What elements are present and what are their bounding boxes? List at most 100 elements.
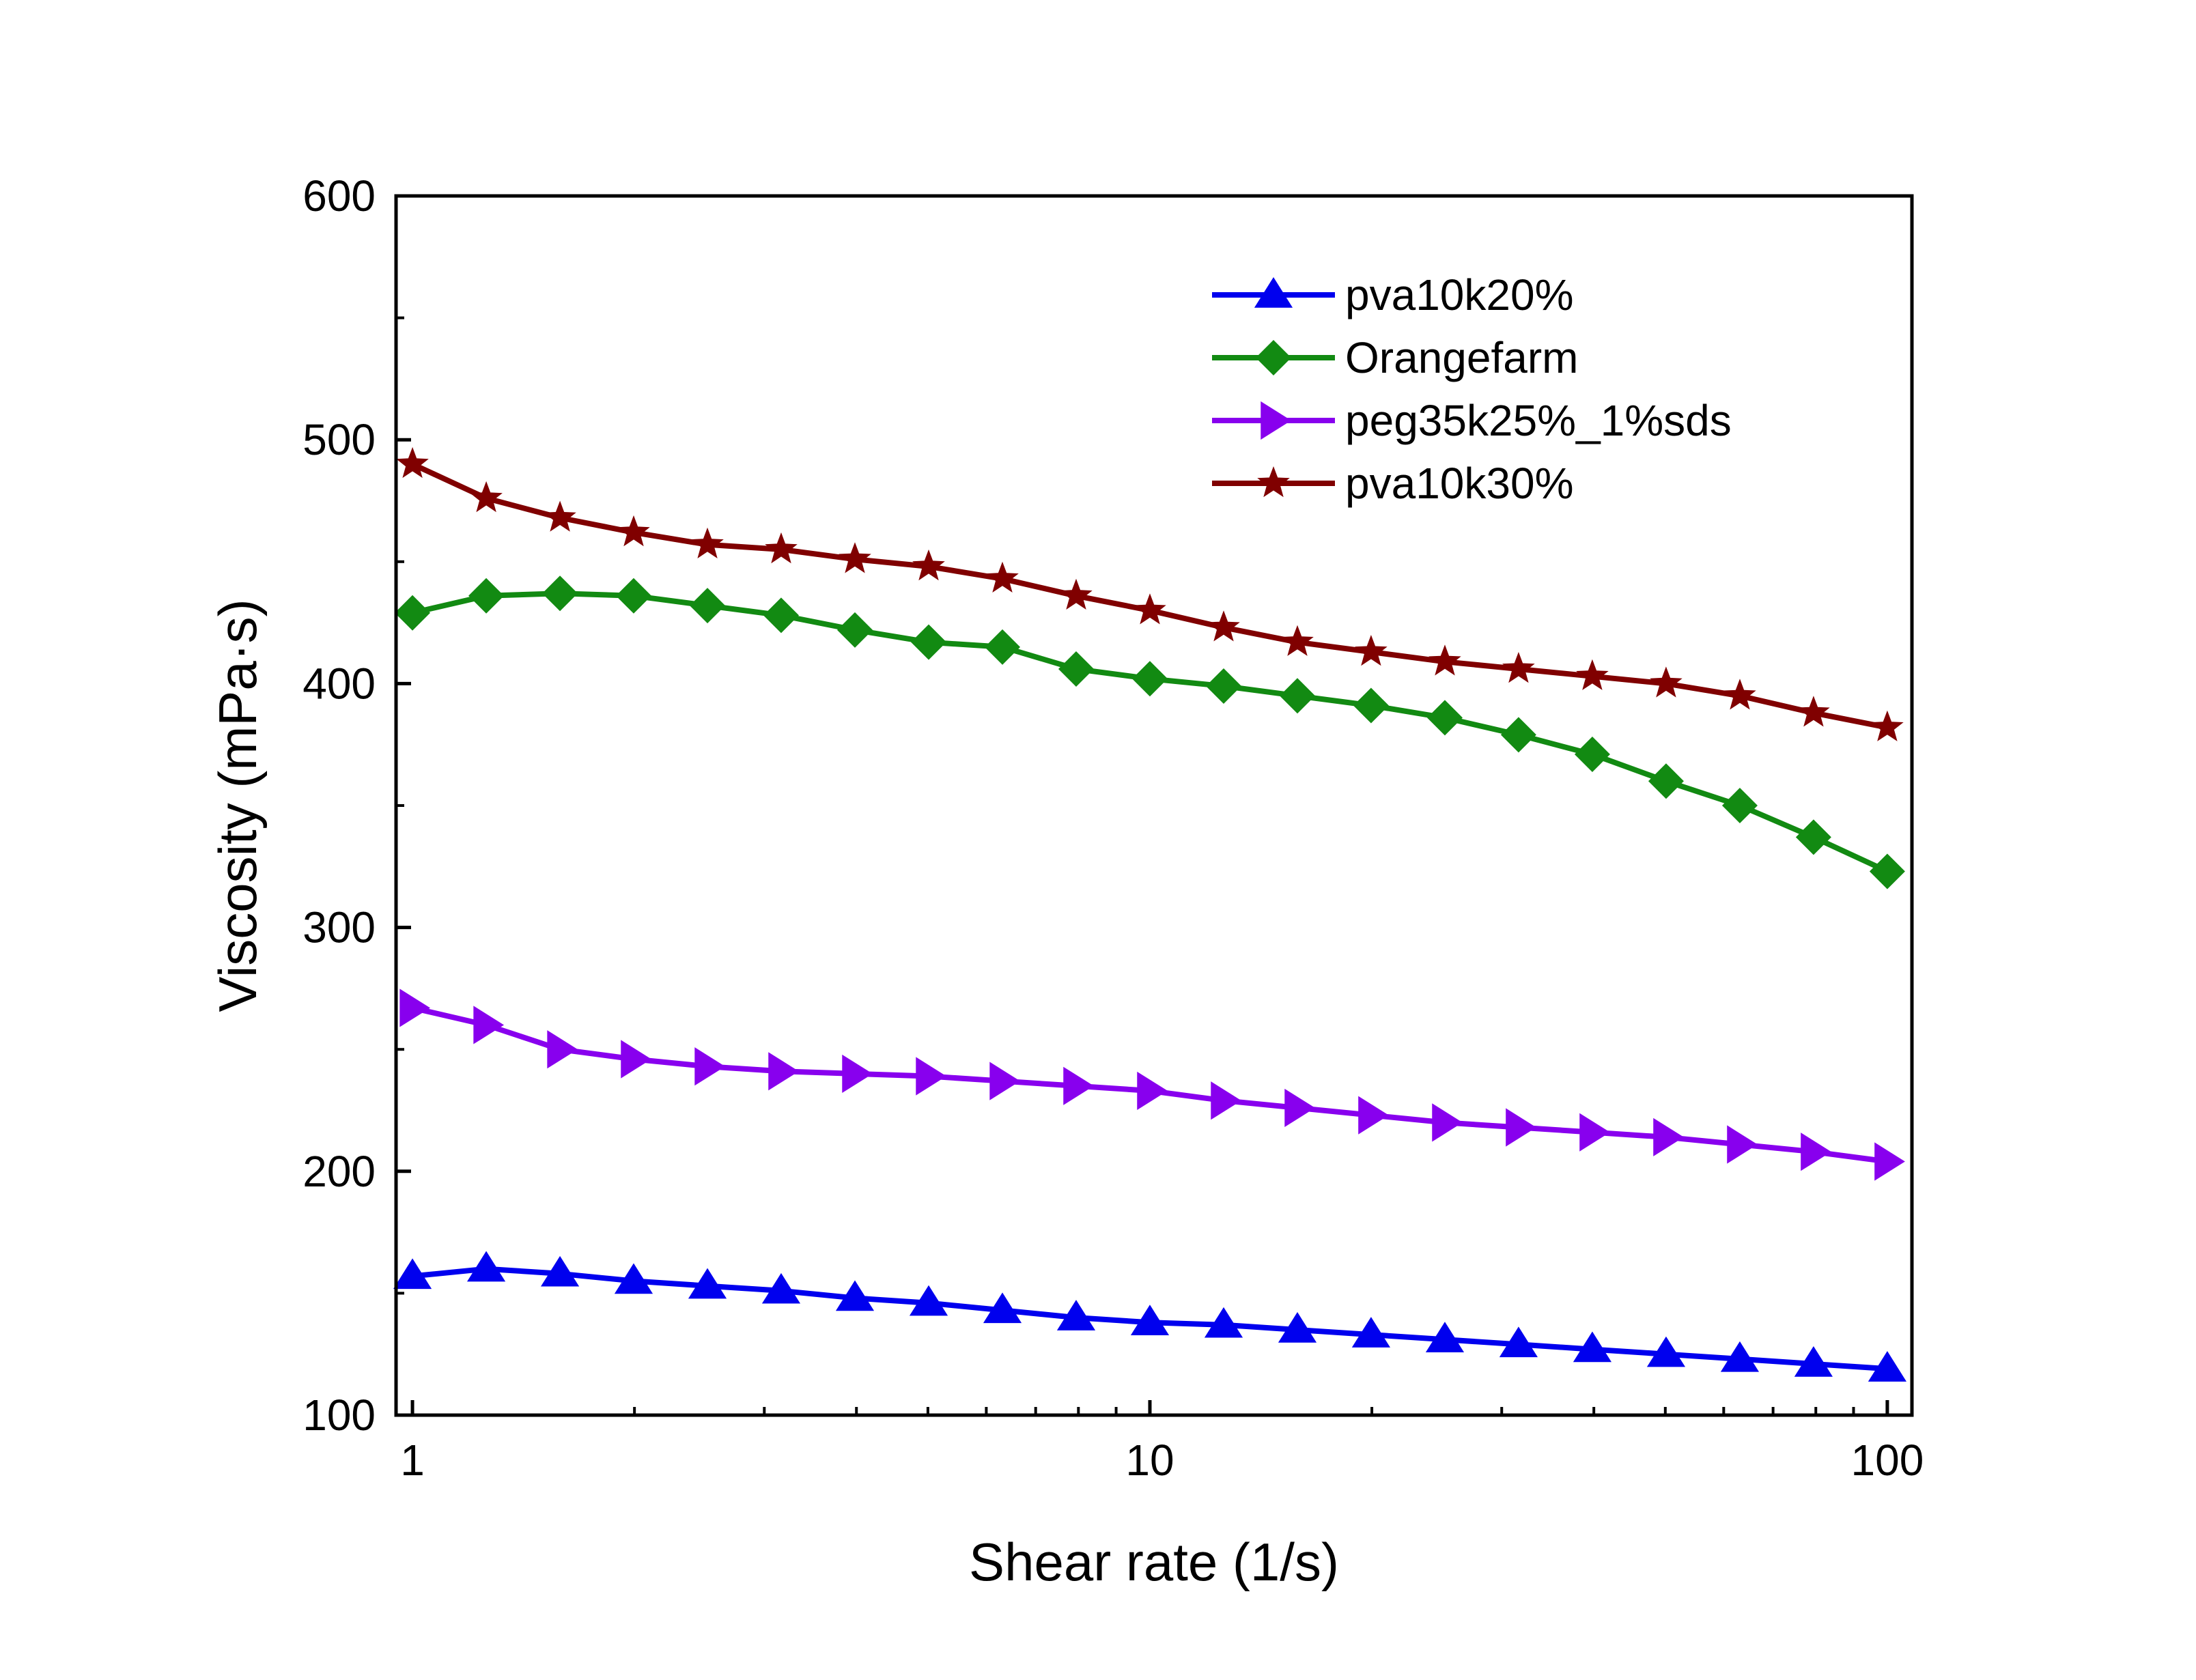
legend-label: pva10k30% — [1345, 459, 1573, 508]
data-point — [1284, 1088, 1315, 1128]
series-pva10k30% — [396, 446, 1904, 741]
data-point — [839, 542, 871, 573]
data-point — [614, 1263, 653, 1294]
data-point — [396, 446, 429, 479]
data-point — [912, 549, 945, 581]
series-Orangefarm — [395, 575, 1905, 889]
y-tick-label: 600 — [302, 171, 376, 220]
y-tick-label: 300 — [302, 903, 376, 952]
data-point — [1874, 1142, 1905, 1181]
plot-area — [393, 446, 1906, 1382]
data-point — [544, 500, 576, 532]
data-point — [1499, 1326, 1538, 1358]
data-point — [1428, 644, 1461, 676]
legend-marker — [1254, 277, 1293, 308]
legend-marker — [1261, 401, 1291, 440]
data-point — [1797, 696, 1830, 727]
data-point — [1794, 1346, 1833, 1377]
data-point — [909, 1285, 948, 1316]
data-point — [694, 1047, 726, 1086]
data-point — [1063, 1066, 1094, 1105]
data-point — [1574, 736, 1610, 772]
data-point — [1207, 610, 1240, 642]
data-point — [1206, 668, 1242, 704]
data-point — [1211, 1081, 1242, 1120]
data-point — [615, 578, 651, 614]
data-point — [1869, 853, 1905, 889]
data-point — [470, 481, 503, 513]
data-point — [1573, 1331, 1612, 1363]
data-point — [765, 532, 798, 564]
data-point — [1653, 1117, 1684, 1156]
data-point — [1056, 1300, 1096, 1330]
data-point — [1134, 593, 1166, 625]
data-point — [1426, 700, 1463, 736]
data-point — [1355, 635, 1388, 666]
data-point — [691, 527, 724, 558]
x-tick-label: 10 — [1125, 1436, 1174, 1485]
data-point — [1579, 1113, 1610, 1152]
data-point — [1506, 1108, 1536, 1147]
y-tick-label: 500 — [302, 415, 376, 464]
data-point — [395, 595, 431, 631]
legend-entry: peg35k25%_1%sds — [1212, 396, 1732, 445]
legend-entry: Orangefarm — [1212, 333, 1578, 382]
data-point — [466, 1251, 506, 1282]
data-point — [690, 588, 726, 624]
data-point — [393, 1258, 432, 1290]
data-point — [542, 575, 578, 612]
data-point — [1648, 763, 1684, 799]
data-point — [989, 1062, 1021, 1100]
series-pva10k20% — [393, 1251, 1906, 1382]
data-point — [1351, 1317, 1390, 1348]
data-point — [835, 1280, 875, 1311]
data-point — [842, 1054, 873, 1093]
data-point — [911, 624, 947, 660]
legend: pva10k20% Orangefarm peg35k25%_1%sds pva10k… — [1212, 270, 1732, 508]
data-point — [540, 1255, 580, 1287]
data-point — [621, 1040, 651, 1079]
data-point — [985, 629, 1021, 665]
legend-marker — [1257, 466, 1290, 498]
data-point — [1358, 1096, 1389, 1135]
y-axis-title: Viscosity (mPa·s) — [208, 599, 268, 1012]
data-point — [617, 515, 650, 547]
data-point — [1278, 1311, 1317, 1343]
data-point — [1576, 659, 1609, 690]
data-point — [1131, 661, 1168, 697]
data-point — [1871, 710, 1904, 741]
data-point — [1723, 679, 1756, 710]
data-point — [1502, 652, 1535, 683]
data-point — [1279, 678, 1315, 714]
data-point — [1801, 1133, 1831, 1171]
data-point — [1204, 1307, 1243, 1338]
axes: 100 200 300 400 500 600 1 10 100 — [302, 171, 1924, 1485]
y-tick-label: 100 — [302, 1391, 376, 1440]
data-point — [761, 1272, 801, 1304]
legend-entry: pva10k20% — [1212, 270, 1573, 319]
data-point — [1868, 1351, 1906, 1382]
data-point — [1058, 651, 1094, 687]
legend-label: peg35k25%_1%sds — [1345, 396, 1732, 445]
y-tick-label: 200 — [302, 1147, 376, 1196]
data-point — [1721, 788, 1758, 823]
plot-frame — [394, 194, 1914, 1417]
series-line — [412, 590, 1889, 874]
data-point — [1425, 1322, 1465, 1352]
data-point — [768, 1052, 799, 1091]
data-point — [1130, 1305, 1170, 1335]
data-point — [399, 988, 431, 1027]
data-point — [1500, 717, 1536, 753]
y-tick-label: 400 — [302, 659, 376, 708]
data-point — [468, 578, 505, 614]
data-point — [763, 597, 799, 633]
data-point — [1137, 1071, 1168, 1111]
data-point — [1727, 1125, 1758, 1164]
data-point — [1646, 1336, 1686, 1367]
data-point — [983, 1292, 1022, 1324]
x-axis-title: Shear rate (1/s) — [969, 1532, 1339, 1592]
data-point — [1353, 687, 1389, 724]
legend-marker — [1256, 340, 1291, 375]
data-point — [473, 1006, 505, 1044]
legend-label: pva10k20% — [1345, 270, 1573, 319]
